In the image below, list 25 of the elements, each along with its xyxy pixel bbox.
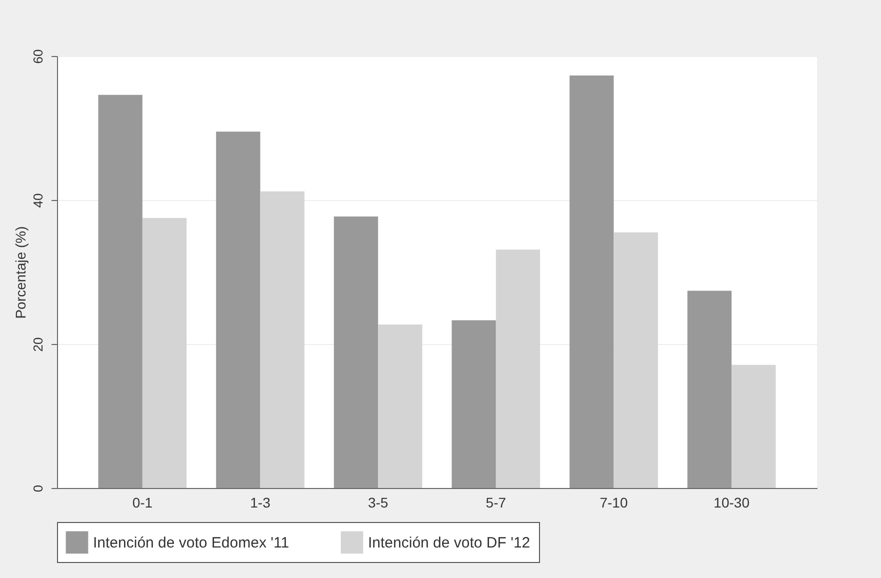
y-axis-title: Porcentaje (%) [12, 226, 28, 319]
bar [732, 364, 776, 488]
y-tick-label: 60 [30, 49, 46, 64]
bar [452, 320, 496, 488]
x-tick-label: 0-1 [132, 494, 153, 510]
x-tick-label: 7-10 [600, 494, 628, 510]
bar [98, 94, 142, 488]
bar [260, 191, 304, 488]
bar [614, 232, 658, 488]
bar [570, 75, 614, 488]
legend-label: Intención de voto DF '12 [368, 534, 530, 552]
legend-label: Intención de voto Edomex '11 [93, 534, 290, 552]
bar [378, 324, 422, 488]
x-tick-label: 10-30 [714, 494, 750, 510]
y-tick-label: 20 [30, 337, 46, 352]
x-tick-label: 3-5 [368, 494, 388, 510]
bar [334, 216, 378, 488]
bar [687, 290, 732, 488]
y-tick-label: 0 [30, 484, 46, 492]
x-tick-label: 1-3 [250, 494, 271, 510]
bar [216, 132, 260, 488]
x-tick-label: 5-7 [486, 494, 506, 510]
bar [142, 218, 187, 488]
y-tick-label: 40 [30, 193, 46, 208]
bar [496, 250, 540, 488]
